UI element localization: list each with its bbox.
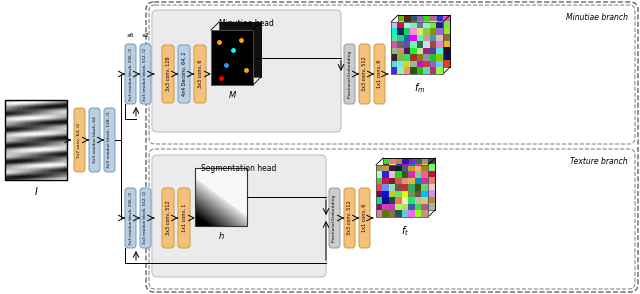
Text: M: M [228, 91, 236, 100]
FancyBboxPatch shape [359, 44, 370, 104]
FancyBboxPatch shape [152, 10, 341, 132]
FancyBboxPatch shape [162, 188, 174, 248]
Text: $f_t$: $f_t$ [401, 224, 409, 238]
Bar [383, 158, 435, 210]
Text: 3x3 conv, 512: 3x3 conv, 512 [347, 201, 352, 235]
Text: 3x3 conv, 512: 3x3 conv, 512 [362, 57, 367, 91]
Text: 3x3 conv, 128: 3x3 conv, 128 [166, 57, 170, 91]
Text: 3x3 residue block, 128, /2: 3x3 residue block, 128, /2 [108, 112, 111, 168]
Text: Texture branch: Texture branch [570, 157, 628, 166]
Text: Segmentation head: Segmentation head [202, 164, 276, 173]
FancyBboxPatch shape [149, 149, 635, 289]
Bar [391, 22, 443, 74]
Bar [211, 30, 253, 85]
Text: x6: x6 [127, 33, 134, 38]
Text: x2: x2 [141, 33, 149, 38]
Bar [219, 22, 261, 77]
FancyBboxPatch shape [344, 44, 355, 104]
Text: 3x3 residue block, 512, /2: 3x3 residue block, 512, /2 [143, 191, 147, 245]
Text: 7x7 conv, 64, /2: 7x7 conv, 64, /2 [77, 122, 81, 158]
Text: h: h [218, 232, 223, 241]
FancyBboxPatch shape [344, 188, 355, 248]
FancyBboxPatch shape [89, 108, 100, 172]
Text: $f_m$: $f_m$ [414, 81, 426, 95]
FancyBboxPatch shape [162, 45, 174, 103]
Text: 1x1 conv, 1: 1x1 conv, 1 [182, 204, 186, 232]
Text: I: I [35, 187, 37, 197]
Text: 3x3 conv, 6: 3x3 conv, 6 [198, 60, 202, 88]
Text: 3x3 residue block, 512, /2: 3x3 residue block, 512, /2 [143, 48, 147, 101]
FancyBboxPatch shape [104, 108, 115, 172]
FancyBboxPatch shape [149, 5, 635, 144]
Text: Minutiae head: Minutiae head [219, 19, 274, 28]
Bar [398, 15, 450, 67]
FancyBboxPatch shape [125, 44, 136, 104]
FancyBboxPatch shape [359, 188, 370, 248]
FancyBboxPatch shape [140, 44, 151, 104]
FancyBboxPatch shape [374, 44, 385, 104]
Text: 4x4 Deconv, 64, 2: 4x4 Deconv, 64, 2 [182, 52, 186, 96]
FancyBboxPatch shape [329, 188, 340, 248]
Text: 1x1 conv, 6: 1x1 conv, 6 [362, 204, 367, 232]
FancyBboxPatch shape [74, 108, 85, 172]
FancyBboxPatch shape [194, 45, 206, 103]
Text: Positional Embedding: Positional Embedding [348, 50, 351, 98]
Text: 3x3 residue block, 64: 3x3 residue block, 64 [93, 116, 97, 163]
Text: 3x3 residue block, 256, /2: 3x3 residue block, 256, /2 [129, 191, 132, 245]
Text: 3x3 residue block, 256, /2: 3x3 residue block, 256, /2 [129, 47, 132, 101]
Text: Positional Embedding: Positional Embedding [333, 194, 337, 242]
Bar [195, 168, 247, 226]
FancyBboxPatch shape [140, 188, 151, 248]
Text: 1x1 conv, 6: 1x1 conv, 6 [377, 60, 382, 88]
Text: 3x3 conv, 512: 3x3 conv, 512 [166, 201, 170, 235]
Bar [5, 100, 67, 180]
Text: Minutiae branch: Minutiae branch [566, 13, 628, 22]
FancyBboxPatch shape [178, 188, 190, 248]
Bar [376, 165, 428, 217]
FancyBboxPatch shape [152, 155, 326, 277]
FancyBboxPatch shape [146, 2, 638, 292]
FancyBboxPatch shape [125, 188, 136, 248]
FancyBboxPatch shape [178, 45, 190, 103]
